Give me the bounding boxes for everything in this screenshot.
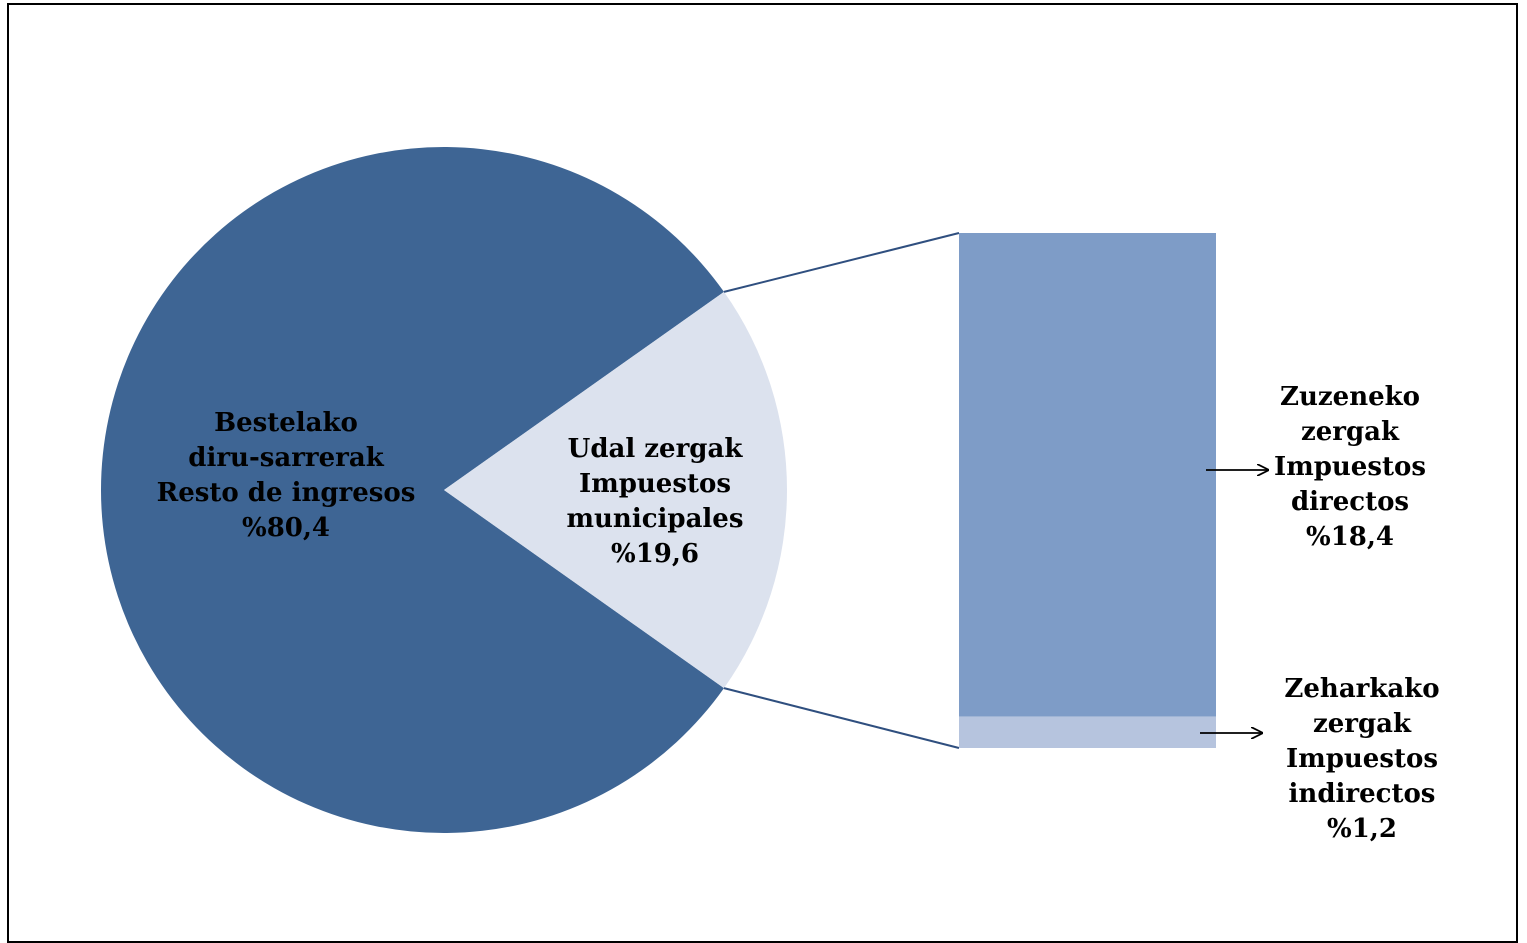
impuestos-municipales-label-line: Impuestos <box>579 469 731 499</box>
resto-de-ingresos-label-line: Resto de ingresos <box>157 478 416 508</box>
impuestos-indirectos-label-line: zergak <box>1313 709 1412 739</box>
impuestos-indirectos-label-line: Zeharkako <box>1284 674 1439 704</box>
resto-de-ingresos-label-line: diru-sarrerak <box>188 443 384 473</box>
pie-slice-resto-de-ingresos <box>100 147 724 834</box>
impuestos-directos-label-line: Zuzeneko <box>1280 382 1420 412</box>
impuestos-indirectos-label-line: Impuestos <box>1286 744 1438 774</box>
impuestos-indirectos-value-label: %1,2 <box>1327 814 1397 844</box>
bar-segment-impuestos-directos <box>959 233 1216 717</box>
impuestos-indirectos-label-line: indirectos <box>1289 779 1436 809</box>
resto-de-ingresos-value-label: %80,4 <box>242 513 330 543</box>
impuestos-directos-label-line: zergak <box>1301 417 1400 447</box>
impuestos-municipales-value-label: %19,6 <box>611 539 699 569</box>
impuestos-municipales-label-line: municipales <box>567 504 744 534</box>
impuestos-directos-value-label: %18,4 <box>1306 522 1394 552</box>
resto-de-ingresos-label-line: Bestelako <box>214 408 358 438</box>
pie-slice-impuestos-municipales <box>444 291 787 689</box>
impuestos-directos-label-line: directos <box>1291 487 1409 517</box>
connector-line-top <box>723 232 960 293</box>
impuestos-municipales-label-line: Udal zergak <box>568 434 744 464</box>
connector-line-bottom <box>723 687 960 749</box>
bar-segment-impuestos-indirectos <box>959 716 1216 748</box>
impuestos-directos-label-line: Impuestos <box>1274 452 1426 482</box>
